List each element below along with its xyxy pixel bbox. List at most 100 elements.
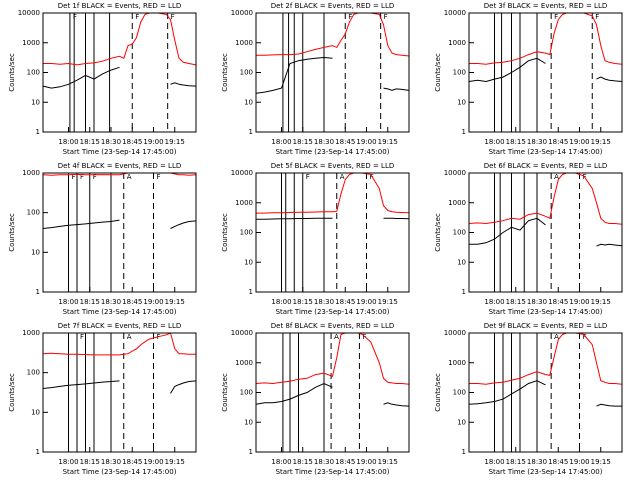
y-tick-label: 100 xyxy=(27,369,40,377)
x-tick-label: 18:45 xyxy=(548,458,568,466)
y-tick-label: 1000 xyxy=(22,169,40,177)
x-tick-label: 18:15 xyxy=(293,458,313,466)
y-tick-label: 1000 xyxy=(235,39,253,47)
y-tick-label: 1 xyxy=(36,288,40,296)
panel-title: Det 5f BLACK = Events, RED = LLD xyxy=(271,162,394,170)
x-tick-label: 19:00 xyxy=(143,458,163,466)
panel-title: Det 9f BLACK = Events, RED = LLD xyxy=(484,322,607,330)
x-axis-label: Start Time (23-Sep-14 17:45:00) xyxy=(276,308,390,316)
series-line xyxy=(469,332,623,385)
marker-label: F xyxy=(72,173,76,181)
x-tick-label: 19:00 xyxy=(569,458,589,466)
x-tick-label: 19:00 xyxy=(569,138,589,146)
panel-title: Det 8f BLACK = Events, RED = LLD xyxy=(271,322,394,330)
y-tick-label: 1000 xyxy=(448,199,466,207)
x-tick-label: 18:15 xyxy=(80,458,100,466)
y-tick-label: 10000 xyxy=(231,9,253,17)
y-axis-label: Counts/sec xyxy=(8,53,16,92)
x-tick-label: 19:00 xyxy=(356,458,376,466)
marker-label: F xyxy=(73,13,77,21)
y-tick-label: 10000 xyxy=(18,9,40,17)
series-line xyxy=(469,217,623,247)
x-tick-label: 19:00 xyxy=(356,138,376,146)
y-tick-label: 100 xyxy=(453,389,466,397)
y-tick-label: 10 xyxy=(457,418,466,426)
plot-frame xyxy=(255,172,410,293)
x-tick-label: 19:00 xyxy=(569,298,589,306)
series-line xyxy=(256,217,410,220)
x-tick-label: 18:45 xyxy=(548,138,568,146)
y-axis-label: Counts/sec xyxy=(221,213,229,252)
y-axis-label: Counts/sec xyxy=(8,373,16,412)
y-tick-label: 1000 xyxy=(22,39,40,47)
y-tick-label: 10 xyxy=(457,98,466,106)
x-tick-label: 19:15 xyxy=(591,458,611,466)
y-axis-label: Counts/sec xyxy=(221,373,229,412)
x-tick-label: 18:45 xyxy=(335,458,355,466)
y-tick-label: 10000 xyxy=(444,9,466,17)
marker-label: A xyxy=(127,333,132,341)
y-tick-label: 1 xyxy=(36,448,40,456)
plot-frame xyxy=(468,332,623,453)
panel-title: Det 4f BLACK = Events, RED = LLD xyxy=(58,162,181,170)
x-tick-label: 18:30 xyxy=(314,138,334,146)
y-tick-label: 1 xyxy=(249,448,253,456)
y-tick-label: 10 xyxy=(244,98,253,106)
plot-frame xyxy=(255,332,410,453)
x-tick-label: 18:00 xyxy=(271,458,291,466)
x-tick-label: 18:30 xyxy=(101,458,121,466)
y-tick-label: 100 xyxy=(240,69,253,77)
y-tick-label: 100 xyxy=(240,389,253,397)
marker-label: F xyxy=(306,173,310,181)
x-tick-label: 19:00 xyxy=(143,138,163,146)
x-tick-label: 18:00 xyxy=(484,298,504,306)
x-tick-label: 19:15 xyxy=(165,138,185,146)
x-tick-label: 18:30 xyxy=(527,298,547,306)
y-tick-label: 1 xyxy=(462,448,466,456)
marker-label: A xyxy=(340,173,345,181)
panel-title: Det 2f BLACK = Events, RED = LLD xyxy=(271,2,394,10)
y-tick-label: 1000 xyxy=(22,329,40,337)
y-tick-label: 100 xyxy=(27,209,40,217)
series-line xyxy=(255,382,410,407)
x-axis-label: Start Time (23-Sep-14 17:45:00) xyxy=(489,468,603,476)
series-line xyxy=(42,380,197,394)
y-tick-label: 1000 xyxy=(448,359,466,367)
marker-label: F xyxy=(362,333,366,341)
marker-label: F xyxy=(348,13,352,21)
marker-label: F xyxy=(80,173,84,181)
y-tick-label: 10000 xyxy=(231,329,253,337)
x-tick-label: 18:00 xyxy=(58,298,78,306)
series-line xyxy=(42,219,197,229)
x-tick-label: 18:45 xyxy=(122,458,142,466)
x-tick-label: 19:15 xyxy=(165,298,185,306)
y-tick-label: 1 xyxy=(249,128,253,136)
y-tick-label: 1000 xyxy=(235,199,253,207)
y-axis-label: Counts/sec xyxy=(434,53,442,92)
series-line xyxy=(42,332,196,356)
y-tick-label: 10 xyxy=(31,248,40,256)
panel-title: Det 6f BLACK = Events, RED = LLD xyxy=(484,162,607,170)
y-tick-label: 100 xyxy=(240,229,253,237)
series-line xyxy=(256,12,410,57)
x-tick-label: 19:15 xyxy=(378,298,398,306)
y-tick-label: 10000 xyxy=(444,329,466,337)
x-tick-label: 19:15 xyxy=(378,458,398,466)
y-axis-label: Counts/sec xyxy=(8,213,16,252)
y-tick-label: 1 xyxy=(249,288,253,296)
plot-frame xyxy=(255,12,410,133)
y-axis-label: Counts/sec xyxy=(221,53,229,92)
y-axis-label: Counts/sec xyxy=(434,213,442,252)
y-tick-label: 10 xyxy=(244,418,253,426)
plot-frame xyxy=(42,12,197,133)
x-tick-label: 18:45 xyxy=(335,138,355,146)
x-tick-label: 18:15 xyxy=(293,138,313,146)
panel-title: Det 3f BLACK = Events, RED = LLD xyxy=(484,2,607,10)
x-tick-label: 18:00 xyxy=(271,298,291,306)
y-tick-label: 1 xyxy=(36,128,40,136)
plot-frame xyxy=(468,12,623,133)
x-tick-label: 19:15 xyxy=(165,458,185,466)
series-line xyxy=(256,172,410,214)
